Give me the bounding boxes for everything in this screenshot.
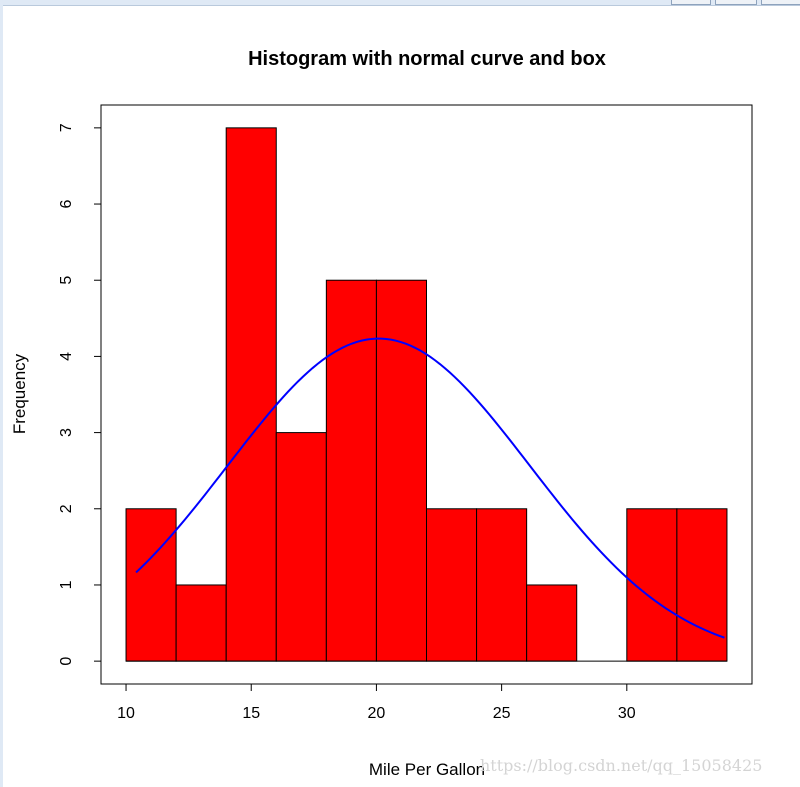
- histogram-bar: [676, 508, 728, 662]
- y-axis-label: Frequency: [10, 353, 29, 434]
- watermark-text: https://blog.csdn.net/qq_15058425: [480, 756, 763, 775]
- axes-layer: 10 15 20 25 30 0 1 2 3 4 5 6 7: [58, 104, 753, 722]
- y-tick-label: 4: [58, 352, 75, 361]
- curve-layer: [135, 337, 725, 639]
- y-tick-label: 5: [58, 276, 75, 285]
- chart-title: Histogram with normal curve and box: [248, 48, 606, 70]
- x-axis-label: Mile Per Gallon: [369, 760, 485, 779]
- window-left-frame: [0, 5, 3, 787]
- window-title-strip: [0, 0, 800, 6]
- y-tick-label: 0: [58, 657, 75, 666]
- histogram-bar: [175, 584, 227, 662]
- x-tick-label: 10: [117, 705, 135, 722]
- x-tick-label: 20: [368, 705, 386, 722]
- histogram-bar: [225, 127, 277, 662]
- y-tick-label: 6: [58, 199, 75, 208]
- histogram-bar: [125, 508, 177, 662]
- histogram-bar: [275, 432, 327, 662]
- y-tick-label: 7: [58, 123, 75, 132]
- y-tick-label: 2: [58, 504, 75, 513]
- close-button[interactable]: [761, 0, 800, 5]
- histogram-bar: [375, 279, 427, 662]
- maximize-button[interactable]: [715, 0, 757, 5]
- y-tick-label: 3: [58, 428, 75, 437]
- bars-layer: [125, 127, 728, 662]
- x-tick-label: 25: [493, 705, 511, 722]
- histogram-bar: [426, 508, 478, 662]
- x-tick-label: 30: [618, 705, 636, 722]
- x-tick-label: 15: [242, 705, 260, 722]
- histogram-bar: [526, 584, 578, 662]
- y-tick-label: 1: [58, 580, 75, 589]
- minimize-button[interactable]: [671, 0, 711, 5]
- histogram-bar: [325, 279, 377, 662]
- histogram-bar: [476, 508, 528, 662]
- normal-curve-line: [135, 337, 725, 639]
